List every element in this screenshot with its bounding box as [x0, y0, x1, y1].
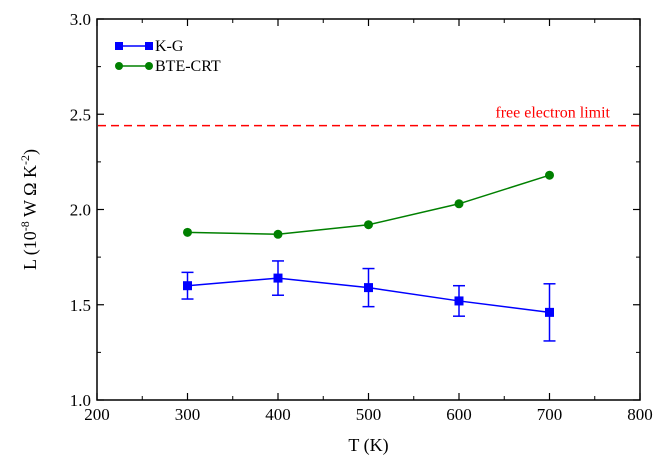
x-tick-label: 300 [175, 405, 201, 424]
legend-marker [145, 62, 153, 70]
free-electron-limit-label: free electron limit [495, 105, 610, 122]
y-axis-label: L (10-8 W Ω K-2) [18, 149, 41, 270]
legend: K-G BTE-CRT [115, 38, 221, 75]
legend-label: K-G [155, 38, 184, 55]
y-tick-label: 1.5 [70, 296, 91, 315]
legend-marker [115, 42, 123, 50]
series-1 [181, 260, 556, 342]
legend-label: BTE-CRT [155, 58, 221, 75]
x-tick-label: 600 [446, 405, 472, 424]
legend-marker [145, 42, 153, 50]
data-point [364, 283, 373, 293]
data-point [454, 296, 464, 306]
data-point [183, 281, 192, 291]
x-tick-label: 200 [84, 405, 110, 424]
data-point [545, 170, 554, 180]
plot-frame [96, 18, 641, 401]
legend-marker [115, 62, 123, 70]
y-tick-label: 3.0 [70, 10, 91, 29]
y-axis-label-exp1: -8 [18, 221, 32, 231]
plot-area: 200 300 400 500 600 700 800 1.0 1.5 2.0 2.5 3.0 fre… [70, 10, 653, 424]
series-2 [183, 170, 554, 239]
x-tick-label: 400 [265, 405, 291, 424]
y-axis-label-exp2: -2 [18, 155, 32, 165]
y-axis-label-middle: W Ω K [20, 165, 40, 221]
data-point [545, 307, 554, 317]
x-tick-label: 700 [537, 405, 563, 424]
x-tick-label: 500 [356, 405, 382, 424]
data-point [454, 199, 464, 209]
y-tick-label: 2.0 [70, 201, 91, 220]
y-axis-label-end: ) [20, 149, 41, 155]
data-point [364, 220, 373, 230]
axis-ticks: 200 300 400 500 600 700 800 1.0 1.5 2.0 2.5 3.0 [70, 10, 653, 424]
data-point [183, 227, 192, 237]
x-axis-label: T (K) [348, 435, 388, 456]
x-tick-label: 800 [627, 405, 653, 424]
y-tick-label: 1.0 [70, 391, 91, 410]
y-axis-label-base: L (10 [20, 231, 41, 270]
data-point [273, 273, 283, 283]
data-point [273, 229, 283, 239]
series-layer [181, 170, 556, 342]
y-tick-label: 2.5 [70, 105, 91, 124]
